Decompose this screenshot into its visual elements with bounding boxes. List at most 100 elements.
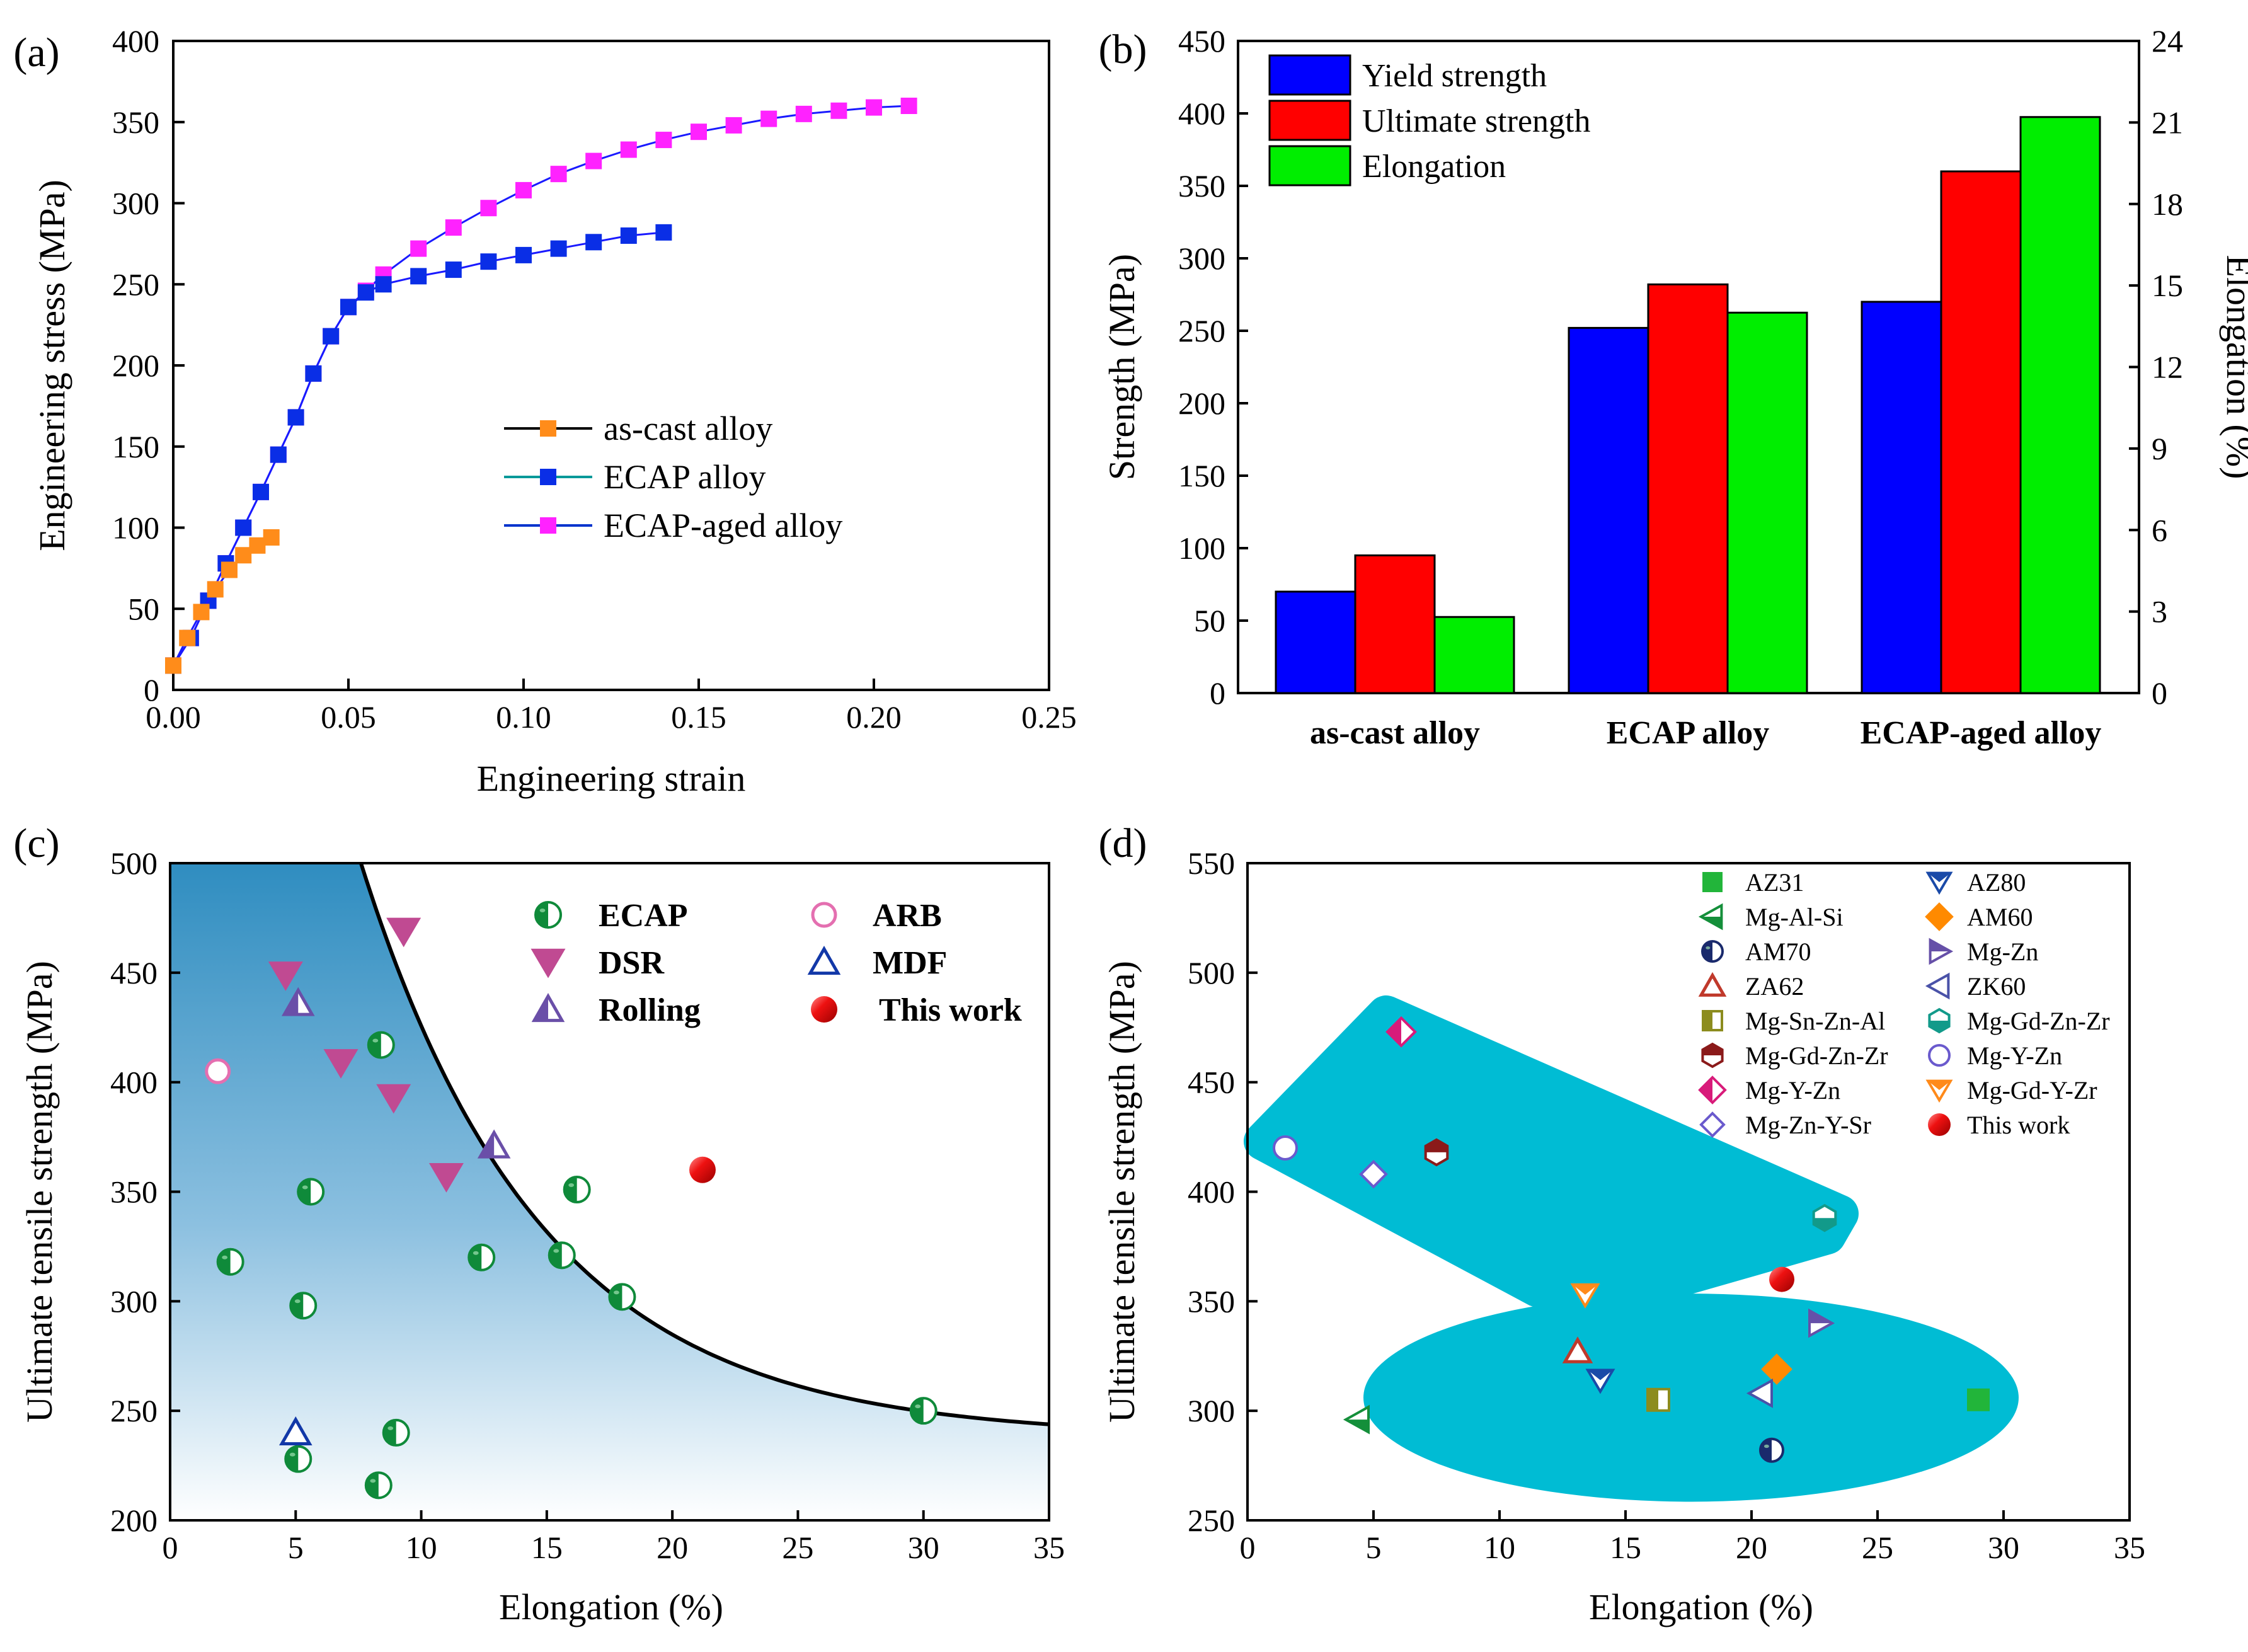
panel-c-ecap-point-shine	[294, 1299, 301, 1304]
panel-a-legend-marker	[540, 469, 556, 485]
panel-d-legend-label: Mg-Gd-Zn-Zr	[1967, 1007, 2110, 1035]
panel-a-ylabel: Engineering stress (MPa)	[32, 180, 72, 551]
panel-d-legend-marker	[1925, 871, 1953, 895]
panel-b-ytick-label: 400	[1178, 96, 1225, 131]
panel-a-point-2	[795, 105, 812, 122]
panel-d-mggdznzr2-point-fill	[1425, 1139, 1448, 1152]
panel-c-legend-label: Rolling	[599, 992, 701, 1028]
panel-c-ecap-point	[289, 1292, 318, 1320]
panel-a-point-1	[287, 409, 304, 426]
panel-c-ecap-point	[548, 1241, 576, 1270]
panel-a-point-2	[585, 152, 602, 169]
panel-c-dsr-point-shape	[376, 1084, 411, 1114]
panel-c-label: (c)	[13, 820, 59, 866]
panel-b-category: as-cast alloy	[1310, 715, 1480, 751]
panel-a-ytick-label: 0	[144, 672, 159, 708]
panel-a-legend-label: ECAP alloy	[604, 458, 766, 496]
panel-a-label: (a)	[13, 30, 59, 76]
panel-a-point-1	[235, 519, 252, 536]
panel-d-mggdznzr2-point	[1424, 1138, 1449, 1167]
panel-d-legend-marker-shape	[1698, 972, 1727, 997]
panel-d-legend-marker-shape	[1925, 972, 1950, 1000]
panel-a-xtick-label: 0.05	[321, 699, 376, 735]
panel-b-legend-swatch	[1268, 100, 1351, 141]
panel-d-mgyzn2-point	[1385, 1016, 1417, 1048]
panel-c-ytick-label: 400	[110, 1065, 158, 1100]
panel-c-legend-marker	[811, 902, 837, 928]
panel-b-legend-swatch	[1268, 145, 1351, 186]
panel-b-y2tick-label: 3	[2152, 594, 2167, 629]
panel-c-ecap-point-fill	[285, 1446, 299, 1472]
panel-d-legend-marker	[1929, 938, 1954, 965]
panel-d-am70-point-fill	[1760, 1438, 1772, 1462]
panel-d-legend-label: Mg-Sn-Zn-Al	[1745, 1007, 1885, 1035]
panel-a-ytick-label: 400	[112, 23, 159, 59]
panel-a-point-2	[515, 181, 532, 198]
panel-b-ytick-label: 150	[1178, 458, 1225, 493]
panel-c-ecap-point-fill	[383, 1420, 396, 1445]
panel-c-ecap-point-shine	[289, 1452, 295, 1457]
panel-c-region	[170, 863, 1049, 1520]
panel-c-xtick-label: 5	[288, 1530, 304, 1565]
panel-d-legend-label: AZ80	[1967, 868, 2026, 897]
panel-a-ytick-label: 300	[112, 186, 159, 221]
panel-c-legend-label: ARB	[873, 898, 942, 934]
panel-d-xtick-label: 35	[2114, 1530, 2145, 1565]
panel-c-ecap-point-shine	[370, 1479, 376, 1483]
panel-a-point-1	[357, 284, 374, 301]
panel-c-legend-marker-shine	[539, 909, 546, 912]
panel-b-ytick-label: 50	[1194, 603, 1225, 638]
panel-a-point-1	[480, 253, 497, 270]
panel-d-ylabel: Ultimate tensile strength (MPa)	[1101, 961, 1142, 1423]
panel-b-bar-2	[1433, 616, 1515, 694]
panel-d-legend-marker	[1701, 1042, 1724, 1069]
panel-d-mggdyzr-point-fill	[1573, 1284, 1598, 1295]
panel-a-legend-marker	[540, 420, 556, 437]
panel-d-legend-marker	[1701, 940, 1724, 963]
panel-a-point-2	[830, 102, 847, 119]
panel-c-rolling-point	[281, 987, 315, 1016]
panel-a-point-2	[410, 240, 427, 257]
panel-b-legend-label: Yield strength	[1362, 58, 1547, 94]
panel-b-ytick-label: 450	[1178, 23, 1225, 59]
panel-a-point-0	[207, 581, 224, 598]
panel-c-ecap-point-fill	[564, 1177, 577, 1203]
panel-a-point-0	[179, 629, 196, 646]
panel-c-ecap-point-fill	[549, 1242, 562, 1268]
panel-c-mdf-point-shape	[278, 1416, 313, 1446]
panel-c-ecap-point	[467, 1243, 496, 1271]
panel-d-region-low	[1363, 1293, 2019, 1502]
panel-d-legend-label: ZA62	[1745, 972, 1804, 1001]
panel-d-legend-marker	[1925, 972, 1950, 1000]
panel-d-ytick-label: 250	[1188, 1503, 1235, 1538]
panel-a-point-1	[305, 365, 322, 382]
panel-a-point-2	[620, 141, 637, 158]
panel-c-legend-marker-shape	[530, 948, 566, 978]
panel-b-legend-label: Ultimate strength	[1362, 103, 1590, 139]
panel-d-legend-label: Mg-Gd-Y-Zr	[1967, 1076, 2097, 1104]
panel-c-ylabel: Ultimate tensile strength (MPa)	[19, 961, 60, 1423]
panel-a-point-2	[480, 200, 497, 217]
panel-d-za62-point-shape	[1562, 1336, 1593, 1363]
panel-d-xtick-label: 25	[1862, 1530, 1893, 1565]
panel-c-xlabel: Elongation (%)	[499, 1586, 723, 1627]
panel-a-point-0	[165, 657, 181, 674]
panel-c-dsr-point	[428, 1162, 464, 1193]
panel-d-legend-marker-fill	[1701, 917, 1722, 928]
panel-a-legend-label: ECAP-aged alloy	[604, 507, 842, 544]
panel-d-region-high	[1244, 995, 1859, 1325]
panel-b-bar-1	[1354, 554, 1436, 694]
panel-d-zk60-point-shape	[1746, 1378, 1773, 1408]
panel-c-dsr-point-shape	[323, 1049, 358, 1079]
panel-d-legend-marker	[1928, 1007, 1951, 1034]
panel-b-bar-0	[1275, 590, 1356, 694]
panel-b-bar-1	[1940, 170, 2022, 694]
panel-c-ytick-label: 300	[110, 1283, 158, 1319]
panel-b-y2tick-label: 12	[2152, 350, 2183, 385]
panel-c-ecap-point	[364, 1471, 393, 1500]
panel-c-ecap-point-shine	[302, 1185, 308, 1190]
panel-d-legend-marker-fill	[1702, 1044, 1723, 1055]
panel-a-ytick-label: 350	[112, 105, 159, 140]
panel-b-y2tick-label: 18	[2152, 186, 2183, 222]
